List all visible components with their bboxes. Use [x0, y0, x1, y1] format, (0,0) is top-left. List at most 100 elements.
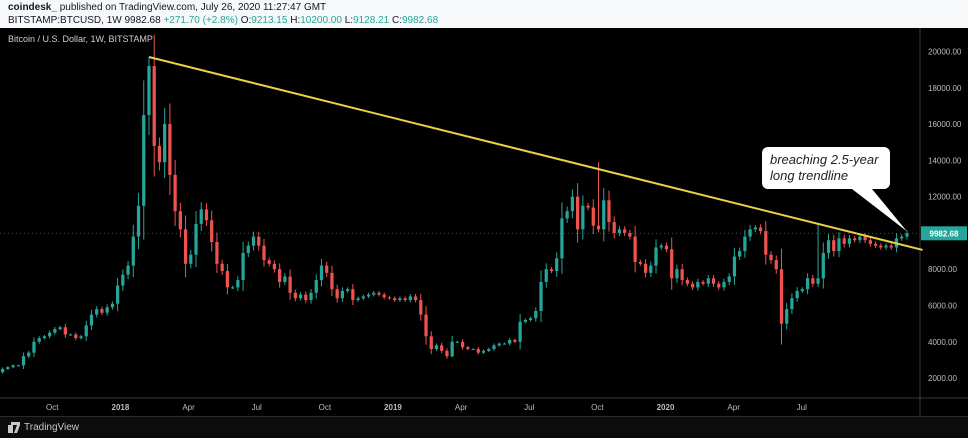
candle-body: [753, 227, 757, 230]
candle-body: [440, 345, 444, 351]
candle-body: [6, 367, 10, 369]
candle-body: [497, 343, 501, 346]
last-price-tag: [921, 226, 967, 241]
candle-body: [27, 352, 31, 357]
author-name[interactable]: coindesk_: [8, 2, 57, 13]
candle-body: [690, 283, 695, 288]
candle-body: [654, 247, 658, 266]
annotation-box: [762, 147, 890, 189]
close-value: 9982.68: [402, 15, 439, 26]
annotation-pointer: [852, 189, 907, 232]
candle-body: [68, 334, 73, 336]
candle-body: [309, 292, 313, 301]
candle-body: [837, 238, 841, 252]
candle-body: [53, 329, 57, 333]
candle-body: [565, 211, 569, 219]
candle-body: [492, 345, 496, 350]
x-tick-label: Oct: [319, 403, 332, 412]
candle-body: [638, 261, 642, 264]
candle-body: [544, 269, 548, 282]
candle-body: [173, 174, 177, 212]
candle-body: [215, 242, 219, 264]
open-value: 9213.15: [251, 15, 288, 26]
candle-body: [905, 233, 909, 237]
candle-body: [204, 209, 209, 221]
low-label: L:: [344, 15, 354, 26]
candle-body: [84, 325, 88, 337]
candle-body: [131, 236, 135, 266]
candle-body: [508, 339, 512, 344]
candle-body: [345, 289, 350, 291]
candle-body: [95, 309, 99, 315]
candle-body: [147, 66, 151, 116]
candle-body: [670, 249, 674, 279]
candle-body: [560, 218, 564, 259]
x-tick-label: Apr: [727, 403, 740, 412]
candle-body: [518, 321, 522, 342]
candle-body: [257, 236, 261, 246]
chart-area[interactable]: Bitcoin / U.S. Dollar, 1W, BITSTAMP 2000.…: [0, 28, 968, 416]
candle-body: [528, 318, 533, 321]
candle-body: [471, 349, 475, 351]
candle-body: [293, 292, 297, 299]
candle-body: [382, 294, 386, 298]
candle-body: [48, 332, 52, 337]
candle-body: [847, 238, 852, 244]
candle-body: [372, 292, 376, 295]
candle-body: [664, 245, 669, 250]
candle-body: [769, 254, 773, 261]
candle-body: [246, 245, 250, 253]
candle-body: [738, 251, 742, 257]
candle-body: [366, 294, 371, 297]
candle-body: [335, 289, 339, 299]
candle-body: [408, 296, 412, 301]
x-tick-label: Jul: [797, 403, 807, 412]
candle-body: [304, 294, 308, 301]
x-tick-label: 2019: [384, 403, 402, 412]
candle-body: [805, 278, 810, 290]
candle-body: [278, 269, 282, 282]
candle-body: [210, 220, 214, 243]
candle-body: [429, 336, 433, 350]
publish-text: published on TradingView.com, July 26, 2…: [59, 2, 327, 13]
candle-body: [821, 252, 825, 279]
candle-body: [393, 298, 397, 301]
candle-body: [513, 339, 517, 342]
candle-body: [199, 209, 203, 224]
candle-body: [785, 309, 789, 324]
candle-body: [853, 238, 857, 241]
candle-body: [288, 276, 292, 293]
last-price: 9982.68: [124, 15, 161, 26]
trendline: [148, 56, 923, 251]
candle-body: [0, 368, 5, 373]
candle-body: [419, 300, 423, 315]
tradingview-brand[interactable]: TradingView: [24, 422, 80, 433]
annotation-line-2: long trendline: [770, 168, 848, 183]
candle-body: [581, 205, 585, 230]
candle-body: [795, 290, 799, 299]
candle-body: [230, 287, 235, 289]
candle-body: [319, 265, 324, 281]
chart-title: Bitcoin / U.S. Dollar, 1W, BITSTAMP: [8, 34, 153, 44]
candle-body: [241, 252, 245, 281]
candle-body: [194, 223, 198, 255]
candle-body: [460, 341, 465, 348]
candle-body: [701, 281, 705, 284]
candle-body: [74, 334, 78, 339]
candle-body: [481, 350, 486, 353]
candle-body: [377, 292, 381, 295]
y-tick-label: 16000.00: [928, 120, 962, 129]
ohlc-line: BITSTAMP:BTCUSD, 1W 9982.68 +271.70 (+2.…: [8, 15, 438, 26]
candle-body: [706, 278, 710, 284]
candle-body: [136, 205, 141, 237]
candle-body: [126, 265, 130, 275]
candle-body: [858, 236, 862, 241]
tradingview-logo-icon[interactable]: [8, 422, 20, 433]
candle-body: [398, 298, 402, 301]
candle-body: [539, 281, 543, 311]
price-chart[interactable]: Bitcoin / U.S. Dollar, 1W, BITSTAMP 2000.…: [0, 28, 968, 416]
symbol-label: BITSTAMP:BTCUSD, 1W: [8, 15, 122, 26]
x-tick-label: 2020: [657, 403, 675, 412]
candle-body: [727, 276, 731, 282]
high-value: 10200.00: [300, 15, 342, 26]
